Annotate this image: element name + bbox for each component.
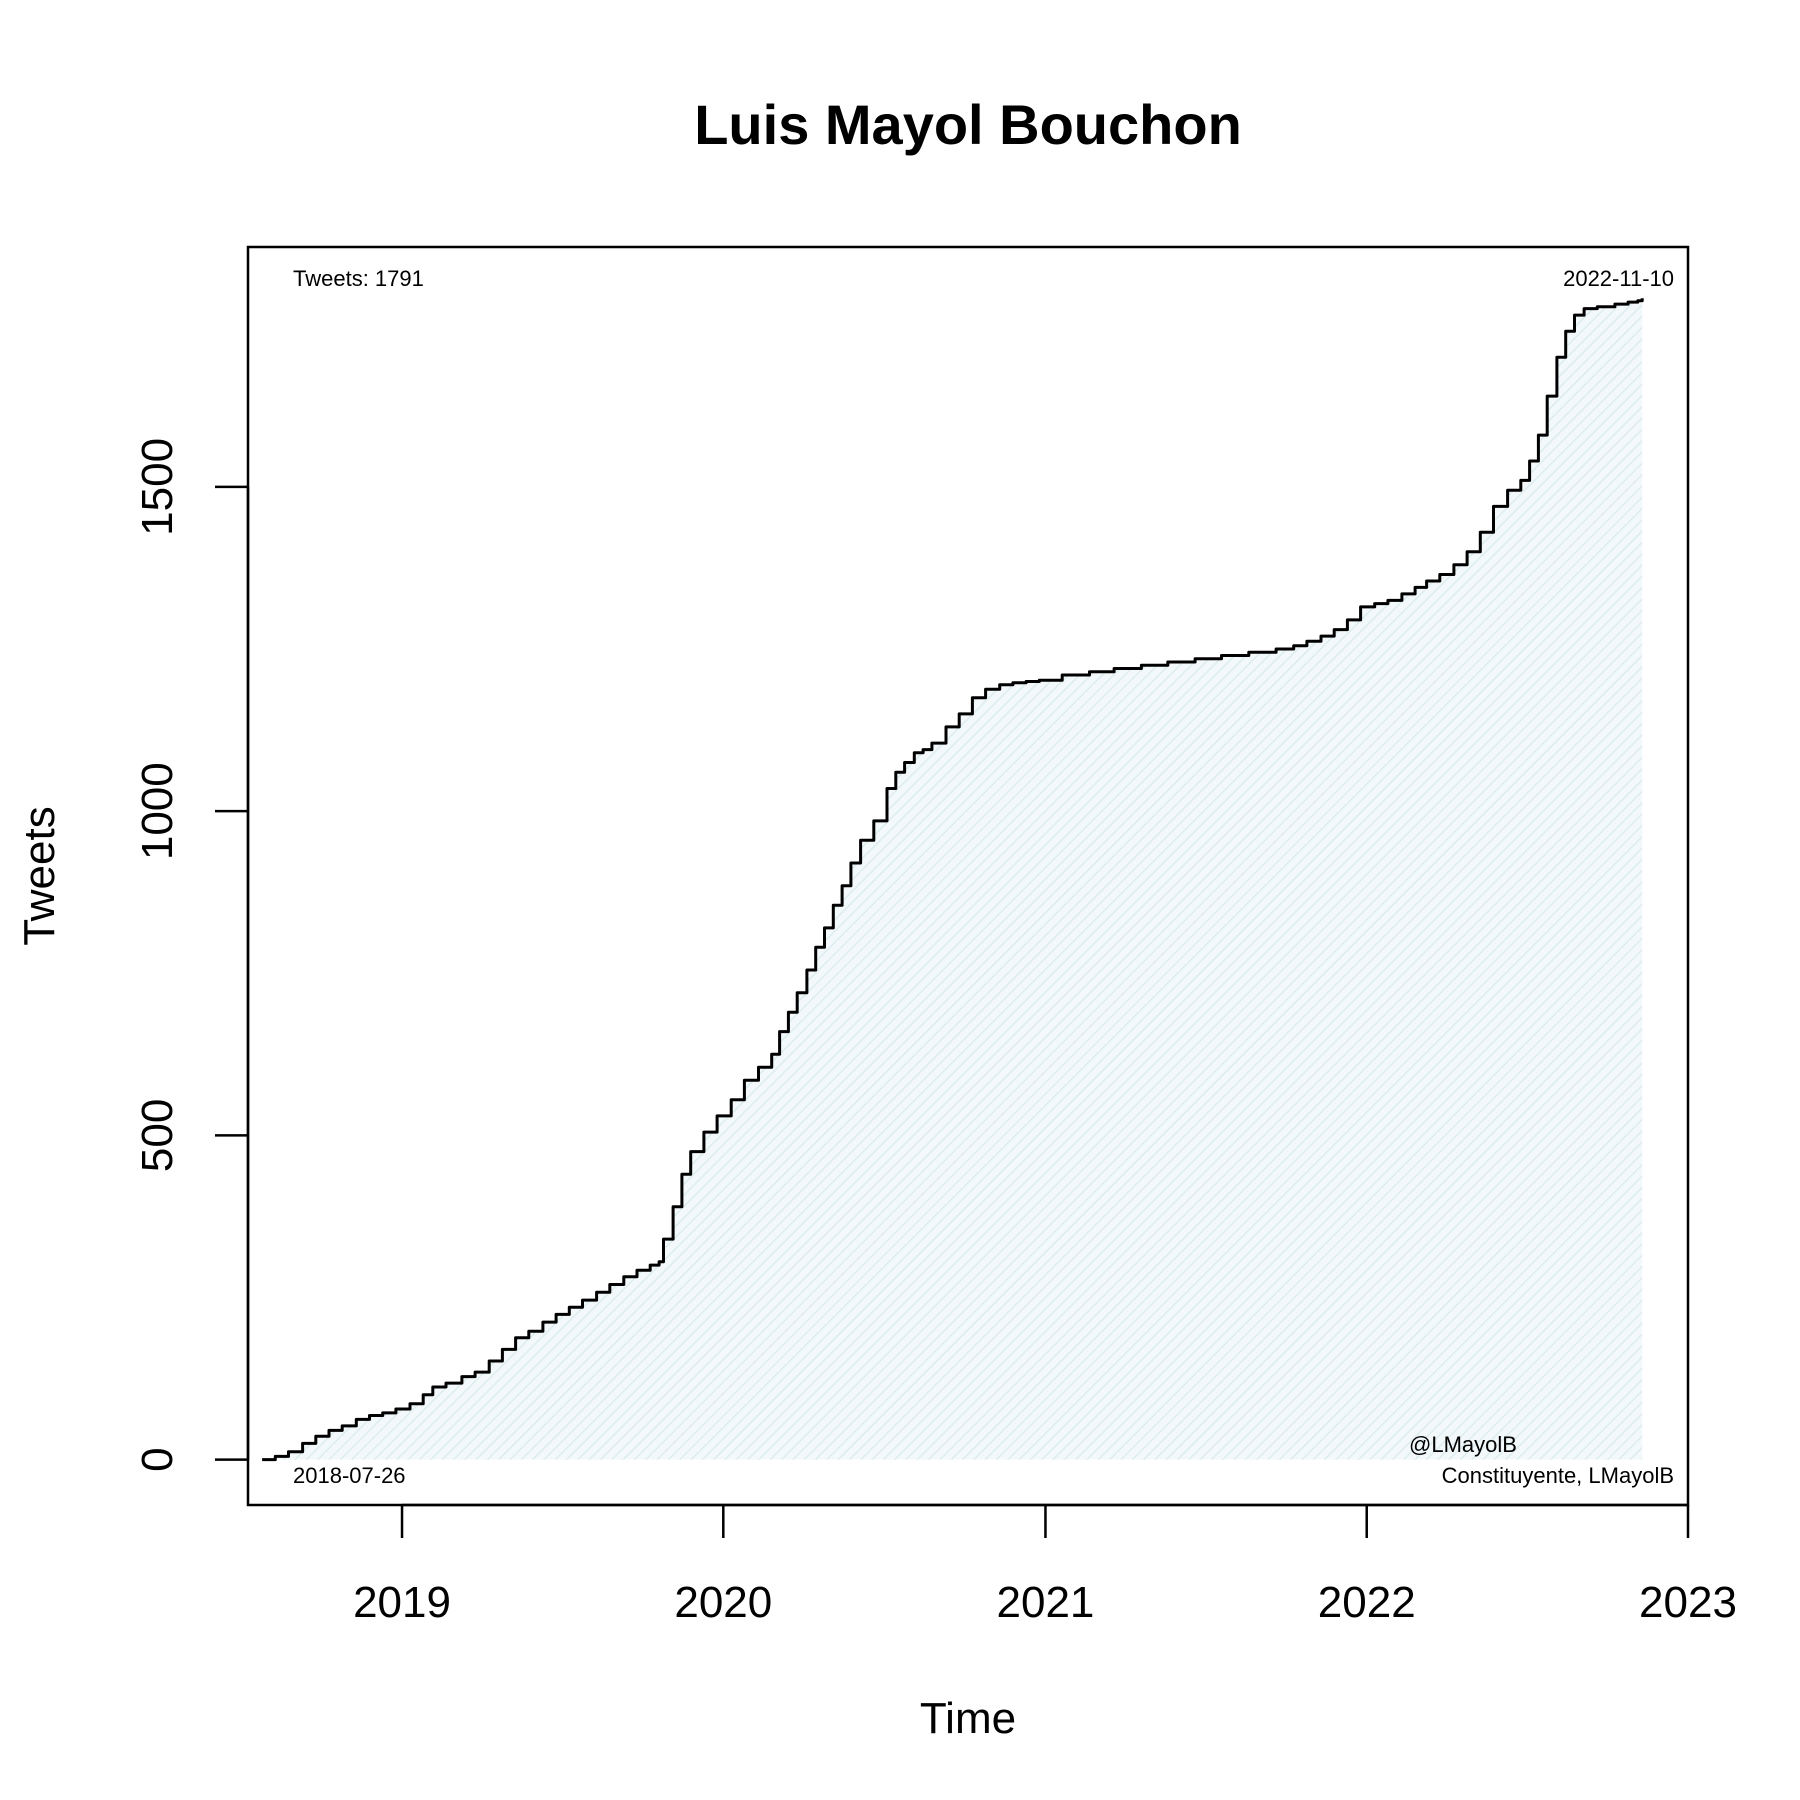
x-tick-label: 2022 bbox=[1318, 1578, 1416, 1627]
y-tick-label: 1500 bbox=[133, 438, 182, 536]
x-axis: 2019 2020 2021 2022 2023 bbox=[353, 1503, 1737, 1627]
cumulative-tweets-line bbox=[262, 298, 1644, 1462]
cumulative-area-fill bbox=[262, 298, 1643, 1460]
x-tick-label: 2023 bbox=[1639, 1578, 1737, 1627]
x-axis-label: Time bbox=[920, 1694, 1016, 1743]
start-date-note: 2018-07-26 bbox=[293, 1463, 406, 1488]
chart-title: Luis Mayol Bouchon bbox=[694, 93, 1242, 156]
tweets-count-note: Tweets: 1791 bbox=[293, 266, 424, 291]
y-tick-label: 0 bbox=[133, 1447, 182, 1471]
y-tick-label: 1000 bbox=[133, 762, 182, 860]
y-tick-label: 500 bbox=[133, 1099, 182, 1172]
y-axis-label: Tweets bbox=[15, 806, 64, 945]
x-tick-label: 2020 bbox=[674, 1578, 772, 1627]
x-tick-label: 2021 bbox=[997, 1578, 1095, 1627]
end-date-note: 2022-11-10 bbox=[1563, 266, 1674, 291]
x-tick-label: 2019 bbox=[353, 1578, 451, 1627]
handle-note: @LMayolB bbox=[1409, 1432, 1517, 1457]
description-note: Constituyente, LMayolB bbox=[1442, 1463, 1674, 1488]
y-axis: 0 500 1000 1500 bbox=[133, 438, 250, 1472]
plot-area bbox=[262, 298, 1644, 1462]
